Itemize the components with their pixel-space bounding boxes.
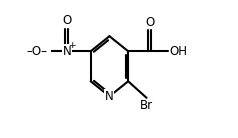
Text: O: O (145, 16, 154, 29)
Text: Br: Br (140, 99, 153, 112)
Text: N: N (105, 90, 114, 103)
Text: OH: OH (169, 45, 187, 58)
Text: +: + (68, 41, 76, 50)
Text: –O–: –O– (27, 45, 48, 58)
Text: N: N (63, 45, 71, 58)
Text: O: O (62, 14, 72, 27)
